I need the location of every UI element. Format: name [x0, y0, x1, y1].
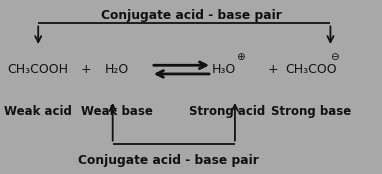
Text: Weak acid: Weak acid — [4, 105, 72, 118]
Text: H₂O: H₂O — [104, 63, 129, 76]
Text: +: + — [268, 63, 278, 76]
Text: Conjugate acid - base pair: Conjugate acid - base pair — [78, 154, 259, 167]
Text: H₃O: H₃O — [211, 63, 236, 76]
Text: Strong acid: Strong acid — [189, 105, 265, 118]
Text: +: + — [81, 63, 91, 76]
Text: Strong base: Strong base — [271, 105, 351, 118]
Text: ⊖: ⊖ — [330, 52, 338, 62]
Text: Weak base: Weak base — [81, 105, 152, 118]
Text: CH₃COO: CH₃COO — [285, 63, 337, 76]
Text: CH₃COOH: CH₃COOH — [8, 63, 69, 76]
Text: Conjugate acid - base pair: Conjugate acid - base pair — [100, 9, 282, 22]
Text: ⊕: ⊕ — [236, 52, 244, 62]
